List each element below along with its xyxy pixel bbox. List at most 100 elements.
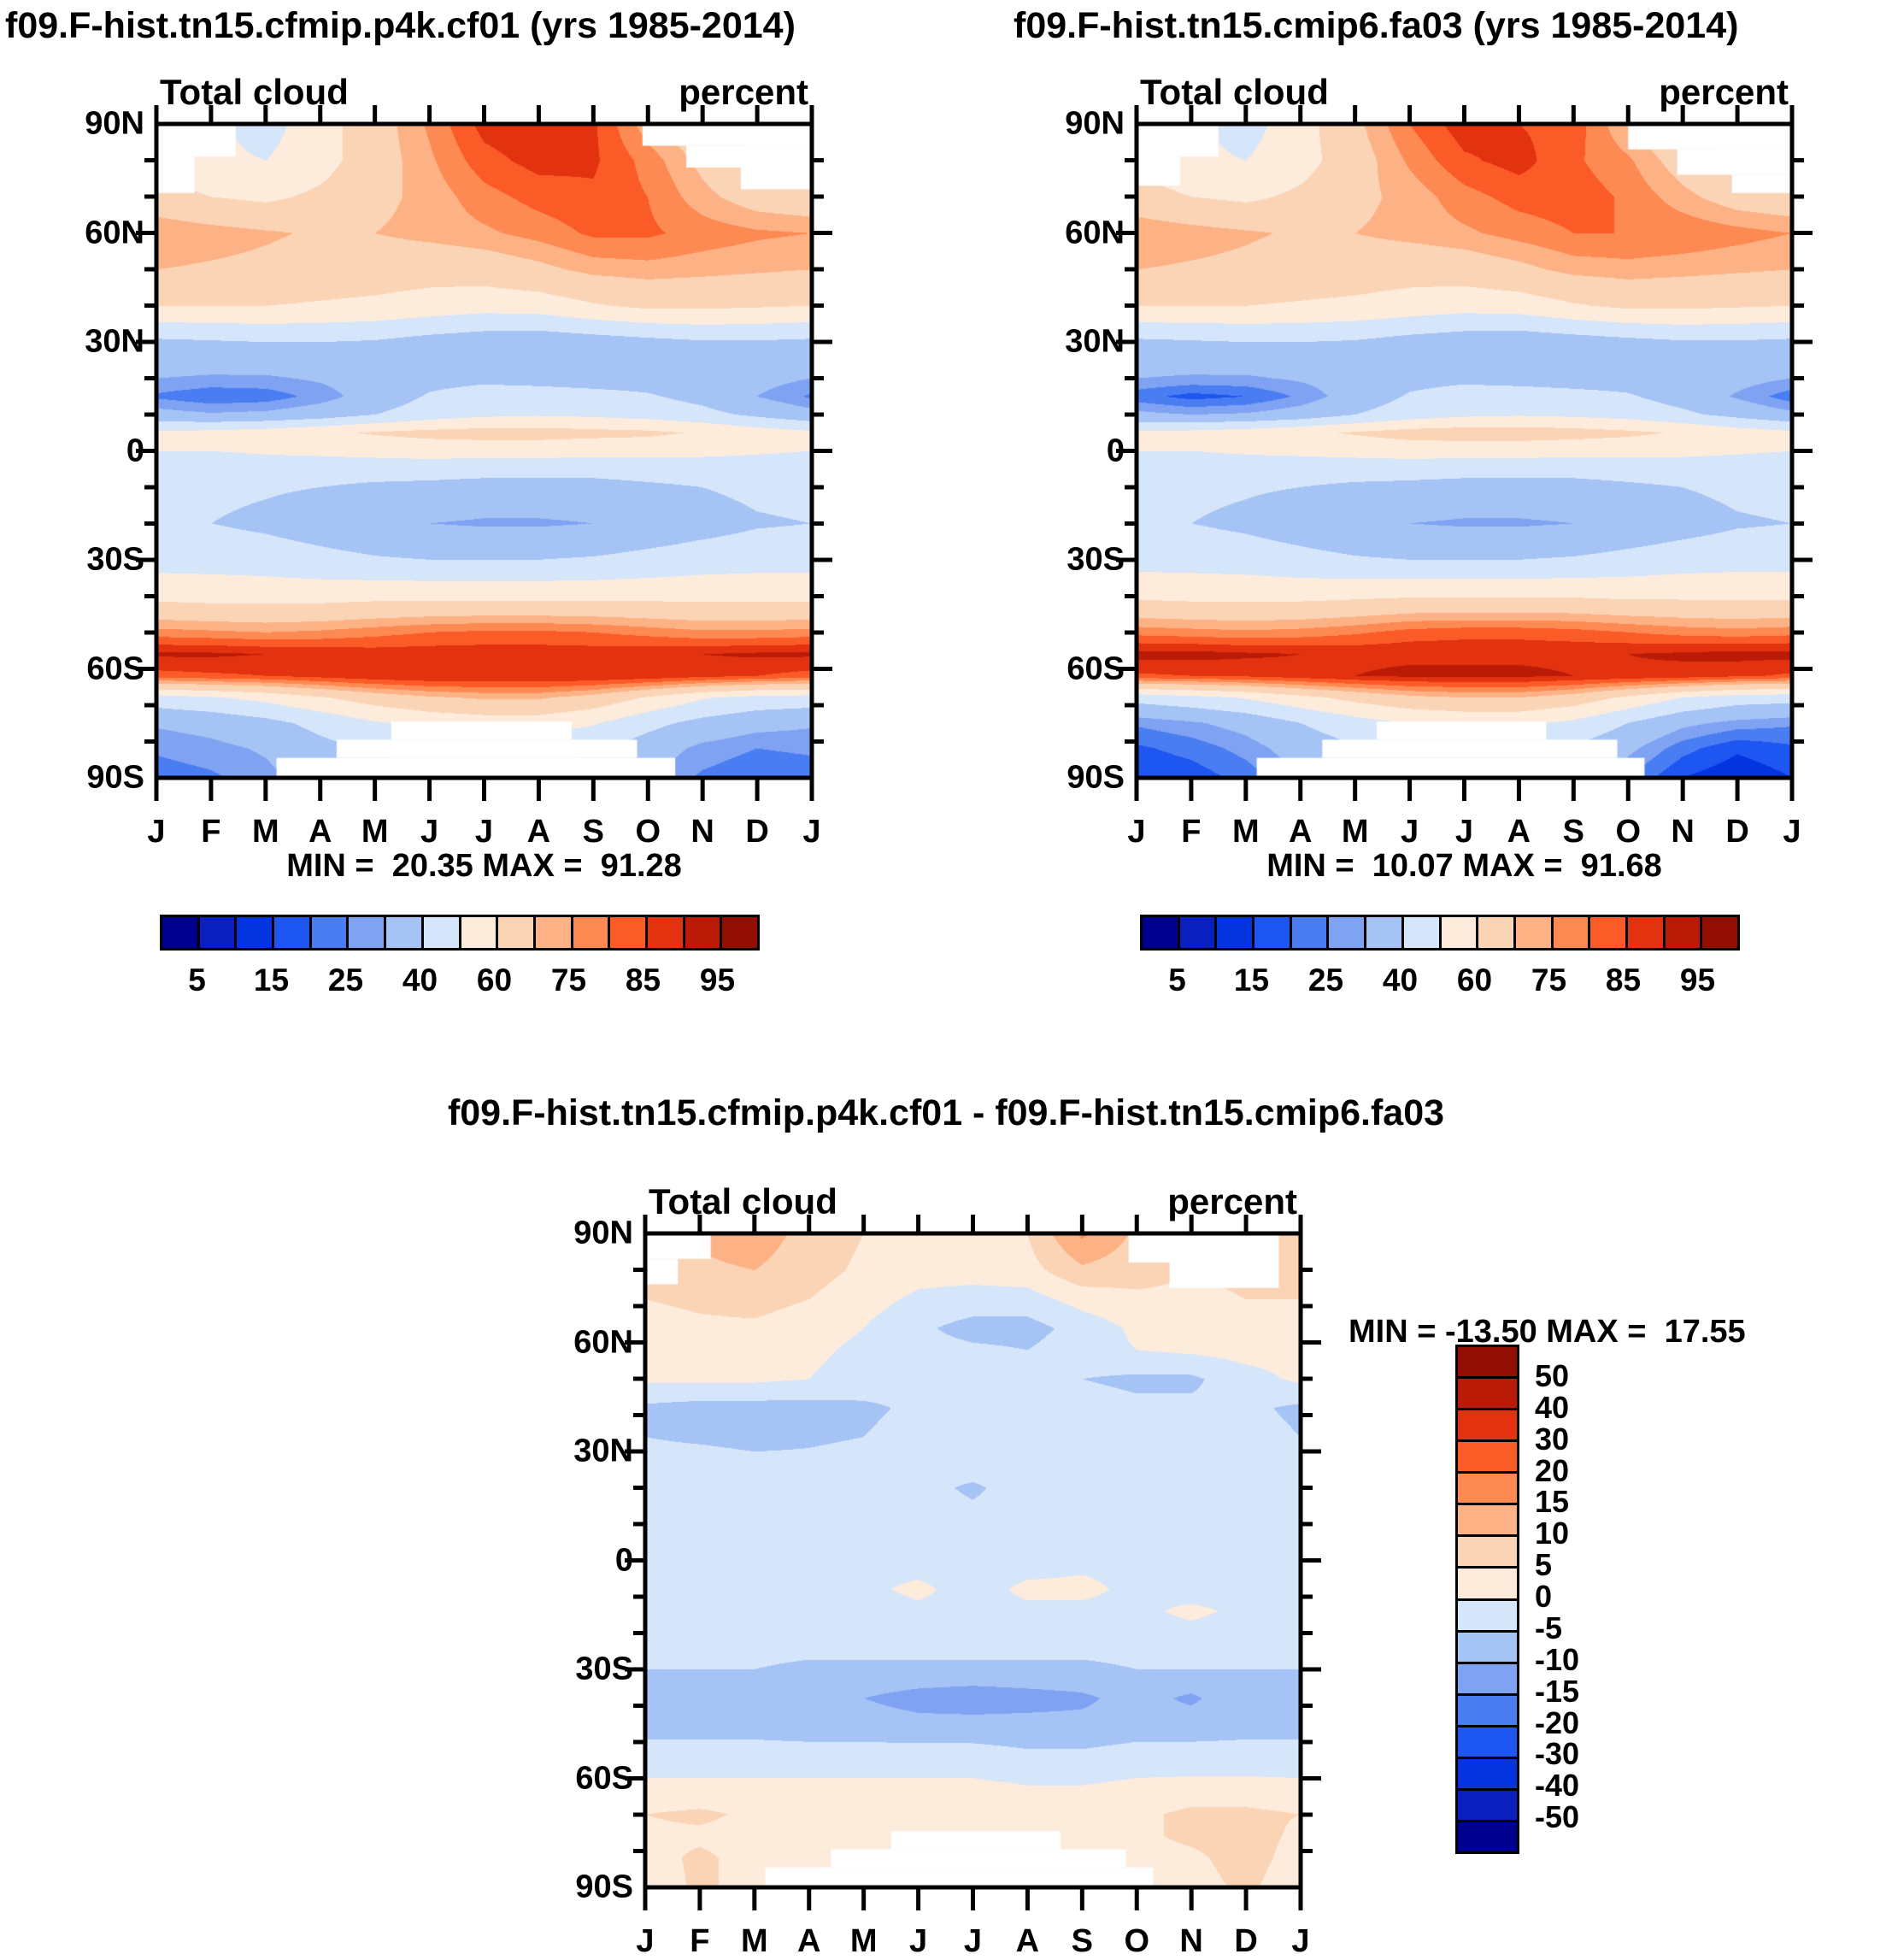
colorbar-tick-label: -15 [1535,1673,1580,1709]
month-tick-label: O [635,814,661,850]
lat-tick-label: 30N [1065,323,1125,360]
colorbar-tick-label: 5 [1168,962,1186,998]
colorbar-tick-label: 15 [1233,962,1270,998]
lat-tick-label: 0 [126,433,144,468]
plot-title-difference: f09.F-hist.tn15.cfmip.p4k.cf01 - f09.F-h… [447,1092,1445,1133]
plot-axes [625,1215,1321,1910]
plot-axes [1116,105,1813,801]
colorbar-tick-label: 75 [550,962,587,998]
lat-tick-label: 60N [1065,215,1125,250]
colorbar-right [1140,915,1740,951]
lat-tick-label: 90S [86,759,144,796]
colorbar-cell [722,917,757,948]
colorbar-cell [647,917,685,948]
month-tick-label: A [1507,814,1531,850]
colorbar-tick-label: 60 [476,962,513,998]
month-tick-label: S [1562,814,1585,850]
units-label: percent [1167,1181,1297,1221]
colorbar-cell [1702,917,1737,948]
contour-field [645,1233,1301,1887]
month-tick-label: J [802,814,821,850]
month-tick-label: J [1291,1923,1310,1959]
month-tick-label: M [361,814,389,850]
colorbar-cell [1458,1663,1517,1696]
lat-tick-label: 90S [1066,759,1125,796]
month-tick-label: J [147,814,166,850]
lat-tick-label: 60S [575,1760,633,1796]
plot-title-right: f09.F-hist.tn15.cmip6.fa03 (yrs 1985-201… [1014,5,1739,46]
colorbar-tick-label: 15 [253,962,290,998]
colorbar-tick-label: -30 [1535,1736,1580,1772]
colorbar-cell [162,917,200,948]
month-tick-label: S [1071,1923,1094,1959]
month-tick-label: A [308,814,332,850]
colorbar-tick-label: 40 [1535,1389,1570,1425]
colorbar-cell [1458,1600,1517,1633]
colorbar-tick-label: 95 [1679,962,1716,998]
colorbar-cell [386,917,424,948]
month-tick-label: N [690,814,714,850]
colorbar-cell [237,917,275,948]
lat-tick-label: 0 [1106,433,1125,468]
lat-tick-label: 60S [1066,650,1125,686]
contour-panel-left: 90N 60N 30N 0 30S 60S 90S J F M A M J J A S O N D J [85,105,832,850]
lat-tick-label: 60N [85,215,144,250]
month-tick-label: D [1234,1923,1258,1959]
plot-axes [136,105,832,801]
colorbar-cell [1329,917,1367,948]
colorbar-tick-label: 25 [1307,962,1344,998]
colorbar-cell [1143,917,1180,948]
month-tick-label: F [201,814,221,850]
month-tick-label: F [1181,814,1202,850]
contour-panel-difference: 90N 60N 30N 0 30S 60S 90S J F M A M J J A S O N D J [573,1215,1321,1959]
lat-tick-label: 30S [1066,541,1125,578]
colorbar-tick-label: 5 [1535,1547,1553,1583]
colorbar-cell [423,917,461,948]
colorbar-tick-label: 15 [1535,1484,1570,1520]
colorbar-labels-difference: 50 40 30 20 15 10 5 0 -5 -10 -15 -20 -30 -40 -50 [1535,1345,1646,1854]
month-tick-label: D [1725,814,1749,850]
lat-tick-label: 90S [575,1869,633,1905]
month-tick-label: F [690,1923,710,1959]
colorbar-cell [1458,1758,1517,1791]
colorbar-cell [1590,917,1628,948]
month-tick-label: M [1232,814,1260,850]
month-tick-label: A [1289,814,1313,850]
colorbar-tick-label: 50 [1535,1357,1570,1393]
colorbar-cell [1458,1727,1517,1759]
field-label: Total cloud [1140,72,1329,112]
colorbar-cell [1458,1569,1517,1601]
month-tick-label: J [474,814,494,850]
colorbar-cell [1553,917,1591,948]
colorbar-cell [199,917,238,948]
colorbar-tick-label: 20 [1535,1452,1570,1488]
minmax-stats-difference: MIN = -13.50 MAX = 17.55 [1348,1314,1746,1350]
colorbar-cell [1458,1379,1517,1411]
colorbar-cell [1458,1347,1517,1380]
colorbar-cell [349,917,387,948]
colorbar-cell [1458,1537,1517,1569]
month-tick-label: N [1671,814,1695,850]
subtitle-row-difference: Total cloud percent [645,1181,1301,1222]
colorbar-tick-label: -50 [1535,1799,1580,1835]
lat-tick-label: 90N [1065,105,1125,142]
colorbar-tick-label: 30 [1535,1421,1570,1457]
colorbar-labels-right: 5 15 25 40 60 75 85 95 [1140,962,1740,1000]
lat-tick-label: 30S [86,541,144,578]
colorbar-cell [1627,917,1666,948]
colorbar-cell [1366,917,1404,948]
month-tick-label: J [1401,814,1419,850]
plot-title-left: f09.F-hist.tn15.cfmip.p4k.cf01 (yrs 1985… [5,5,796,46]
colorbar-cell [610,917,648,948]
colorbar-cell [1458,1474,1517,1506]
colorbar-cell [1458,1410,1517,1443]
colorbar-cell [1515,917,1554,948]
month-tick-label: J [1454,814,1474,850]
colorbar-cell [1217,917,1255,948]
colorbar-tick-label: 10 [1535,1516,1570,1551]
colorbar-tick-label: 60 [1456,962,1493,998]
colorbar-cell [1458,1822,1517,1851]
month-tick-label: J [909,1923,928,1959]
colorbar-tick-label: 25 [327,962,364,998]
